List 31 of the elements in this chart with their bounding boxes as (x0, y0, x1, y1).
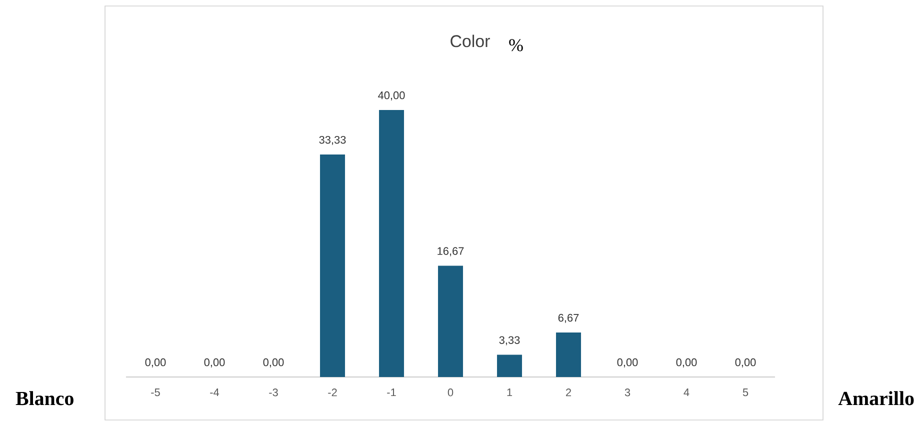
bar (320, 154, 346, 377)
data-label: 40,00 (378, 91, 405, 100)
x-tick-label: 0 (448, 388, 454, 396)
bar (379, 110, 404, 377)
data-label: 0,00 (617, 358, 638, 368)
chart-subtitle: % (509, 39, 523, 52)
text: Amarillo (838, 391, 914, 406)
data-label: 6,67 (558, 314, 579, 323)
data-label: 3,33 (499, 336, 520, 346)
x-tick-label: -5 (151, 388, 160, 396)
x-tick-label: 3 (624, 388, 630, 396)
x-tick-label: 2 (566, 388, 572, 396)
bar (438, 266, 464, 377)
data-label: 0,00 (676, 358, 697, 368)
data-label: 0,00 (735, 358, 756, 368)
x-tick-label: -1 (387, 388, 396, 396)
bar (556, 332, 582, 377)
x-tick-label: 4 (684, 388, 690, 396)
x-tick-label: -3 (269, 388, 278, 396)
data-label: 33,33 (319, 136, 346, 146)
data-label: 0,00 (263, 358, 284, 368)
data-label: 0,00 (145, 358, 166, 368)
x-tick-label: -2 (328, 388, 337, 396)
x-tick-label: -4 (210, 388, 220, 396)
chart-title: Color (450, 34, 490, 48)
x-tick-label: 1 (507, 388, 512, 396)
text: Blanco (16, 391, 74, 406)
x-tick-label: 5 (742, 388, 748, 396)
data-label: 16,67 (438, 247, 464, 256)
bar (497, 354, 522, 377)
data-label: 0,00 (204, 358, 225, 368)
